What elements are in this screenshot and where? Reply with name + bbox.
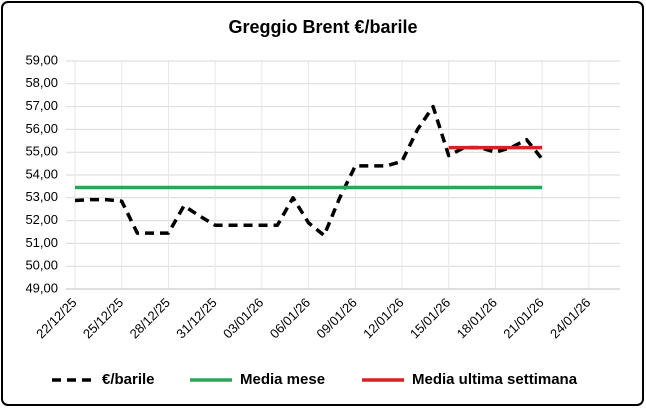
y-tick-label: 53,00 <box>25 189 58 204</box>
legend-label: €/barile <box>102 371 155 388</box>
y-tick-label: 59,00 <box>25 52 58 67</box>
y-tick-label: 56,00 <box>25 121 58 136</box>
y-tick-label: 58,00 <box>25 75 58 90</box>
legend-label: Media mese <box>240 371 325 388</box>
y-tick-label: 54,00 <box>25 166 58 181</box>
y-tick-label: 57,00 <box>25 98 58 113</box>
series-line <box>74 104 544 238</box>
y-tick-label: 55,00 <box>25 144 58 159</box>
y-tick-label: 49,00 <box>25 280 58 295</box>
legend-label: Media ultima settimana <box>412 371 578 388</box>
chart-title: Greggio Brent €/barile <box>228 17 417 37</box>
y-tick-label: 51,00 <box>25 235 58 250</box>
y-tick-label: 52,00 <box>25 212 58 227</box>
y-tick-label: 50,00 <box>25 258 58 273</box>
